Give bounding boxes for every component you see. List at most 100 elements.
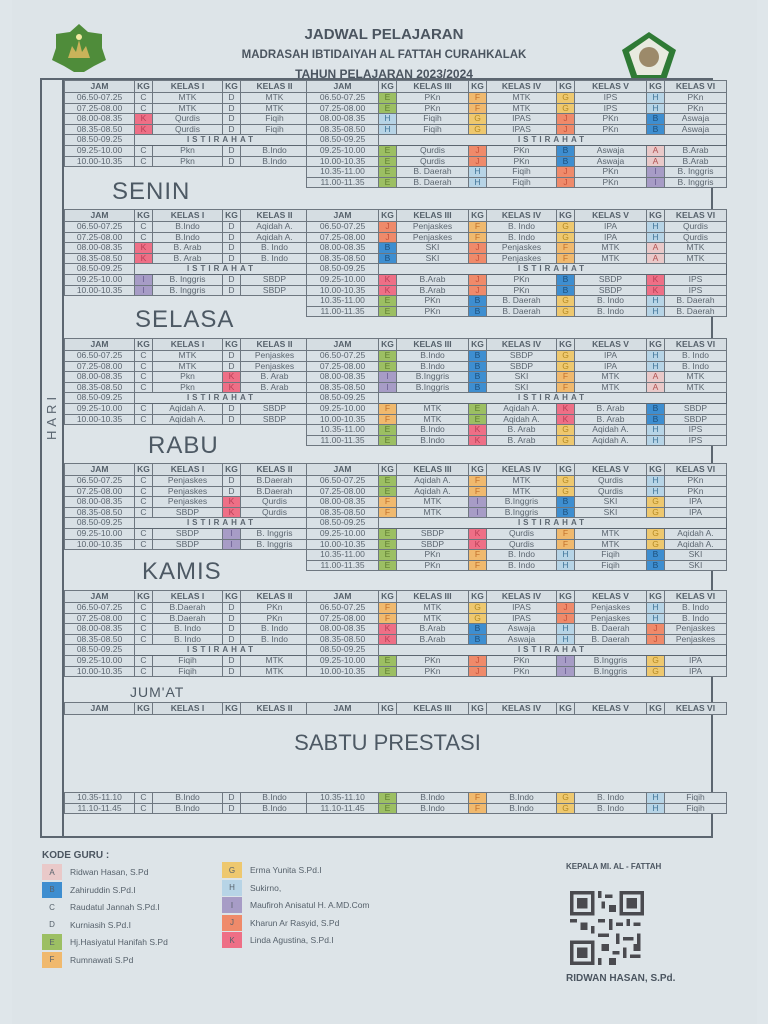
subject-cell: SBDP [152, 527, 223, 540]
break-cell: ISTIRAHAT [134, 517, 309, 529]
time-cell: 10.00-10.35 [64, 538, 135, 551]
subject-cell: Qurdis [152, 113, 223, 125]
subject-cell: Penjaskes [240, 350, 309, 362]
table-row: 08.50-09.25 ISTIRAHAT [64, 644, 309, 656]
table-row: 10.35-11.10 C B.Indo D B.Indo [64, 792, 309, 804]
table-row: 06.50-07.25 J Penjaskes F B. Indo G IPA H Qurdis [306, 221, 727, 233]
teacher-code-badge: K [378, 284, 397, 297]
subject-cell: B. Daerah [486, 305, 557, 318]
legend-teacher-name: Linda Agustina, S.Pd.I [250, 935, 334, 945]
time-cell: 09.25-10.00 [306, 273, 379, 286]
subject-cell: PKn [664, 92, 727, 104]
table-header-row: JAM KG KELAS I KG KELAS II [64, 590, 309, 603]
teacher-code-badge: F [556, 381, 575, 394]
column-header: KELAS V [574, 209, 647, 222]
break-cell: ISTIRAHAT [378, 392, 727, 404]
table-row: 10.35-11.00 E B. Daerah H Fiqih J PKn I B. Inggr… [306, 166, 727, 178]
teacher-code-badge: H [646, 485, 665, 498]
teacher-code-badge: D [222, 623, 241, 635]
teacher-code-badge: D [222, 350, 241, 362]
teacher-code-badge: D [222, 144, 241, 157]
subject-cell: B.Inggris [396, 381, 469, 394]
time-cell: 07.25-08.00 [306, 485, 379, 498]
teacher-code-badge: H [556, 549, 575, 561]
teacher-code-badge: E [378, 92, 397, 104]
subject-cell: Penjaskes [396, 221, 469, 233]
teacher-code-badge: H [646, 360, 665, 373]
subject-cell: B.Indo [396, 792, 469, 804]
time-cell: 09.25-10.00 [64, 527, 135, 540]
table-row: 09.25-10.00 C SBDP I B. Inggris [64, 527, 309, 540]
subject-cell: B. Indo [664, 350, 727, 362]
time-cell: 07.25-08.00 [64, 102, 135, 115]
right-schedule-table: JAM KG KELAS III KG KELAS IV KG KELAS V KG KELAS… [306, 590, 727, 678]
subject-cell: IPA [664, 496, 727, 508]
teacher-code-badge: F [378, 413, 397, 426]
time-cell: 11.00-11.35 [306, 434, 379, 447]
subject-cell: B. Inggris [664, 176, 727, 189]
subject-cell: B. Indo [240, 623, 309, 635]
teacher-code-badge: C [134, 221, 153, 233]
teacher-code-badge: E [378, 305, 397, 318]
time-cell: 08.35-08.50 [306, 633, 379, 646]
column-header: KG [222, 702, 241, 715]
column-header: KG [378, 463, 397, 476]
subject-cell: IPA [574, 231, 647, 244]
teacher-code-badge: D [222, 284, 241, 297]
time-cell: 06.50-07.25 [306, 475, 379, 487]
subject-cell: Penjaskes [574, 612, 647, 625]
table-header-row: JAM KG KELAS I KG KELAS II [64, 463, 309, 476]
schedule-frame [40, 78, 713, 838]
teacher-code-legend: KODE GURU : A Ridwan Hasan, S.Pd B Zahirudd… [42, 850, 370, 968]
subject-cell: B. Arab [152, 252, 223, 265]
table-row: 07.25-08.00 E Aqidah A. F MTK G Qurdis H PKn [306, 485, 727, 498]
teacher-code-badge: E [378, 166, 397, 178]
teacher-code-badge: A [646, 144, 665, 157]
legend-teacher-name: Raudatul Jannah S.Pd.I [70, 902, 160, 912]
subject-cell: B.Daerah [152, 612, 223, 625]
column-header: KG [378, 702, 397, 715]
teacher-code-badge: J [468, 654, 487, 667]
teacher-code-badge: E [378, 155, 397, 168]
teacher-code-badge: D [222, 360, 241, 373]
subject-cell: B.Arab [396, 633, 469, 646]
subject-cell: MTK [240, 102, 309, 115]
table-header-row: JAM KG KELAS III KG KELAS IV KG KELAS V KG KELAS… [306, 209, 727, 222]
table-row: 08.00-08.35 K B.Arab B Aswaja H B. Daerah J Penj… [306, 623, 727, 635]
teacher-code-badge: D [222, 102, 241, 115]
teacher-code-badge: H [646, 305, 665, 318]
time-cell: 08.50-09.25 [306, 517, 379, 529]
column-header: KELAS III [396, 590, 469, 603]
subject-cell: B.Arab [664, 144, 727, 157]
subject-cell: B.Indo [240, 144, 309, 157]
teacher-code-badge: I [556, 654, 575, 667]
column-header: KELAS V [574, 463, 647, 476]
subject-cell: SBDP [486, 360, 557, 373]
column-header: KG [556, 702, 575, 715]
teacher-code-badge: G [556, 305, 575, 318]
subject-cell: SKI [396, 252, 469, 265]
subject-cell: B. Indo [664, 360, 727, 373]
subject-cell: B. Inggris [664, 166, 727, 178]
time-cell: 06.50-07.25 [64, 602, 135, 614]
table-row: 08.35-08.50 C Pkn K B. Arab [64, 381, 309, 394]
column-header: KELAS IV [486, 209, 557, 222]
break-cell: ISTIRAHAT [134, 134, 309, 146]
column-header: KELAS II [240, 590, 309, 603]
table-row: 08.00-08.35 K B. Arab D B. Indo [64, 242, 309, 254]
teacher-code-badge: F [468, 231, 487, 244]
subject-cell: B.Inggris [486, 496, 557, 508]
time-cell: 09.25-10.00 [64, 654, 135, 667]
time-cell: 06.50-07.25 [64, 350, 135, 362]
table-row: 09.25-10.00 K B.Arab J PKn B SBDP K IPS [306, 273, 727, 286]
column-header: KELAS VI [664, 80, 727, 93]
subject-cell: Penjaskes [574, 602, 647, 614]
teacher-code-badge: K [222, 506, 241, 519]
subject-cell: B.Indo [486, 802, 557, 815]
column-header: KELAS III [396, 80, 469, 93]
time-cell: 08.50-09.25 [64, 392, 135, 404]
subject-cell: MTK [664, 242, 727, 254]
subject-cell: SBDP [396, 538, 469, 551]
teacher-code-badge: H [646, 612, 665, 625]
time-cell: 08.35-08.50 [306, 506, 379, 519]
